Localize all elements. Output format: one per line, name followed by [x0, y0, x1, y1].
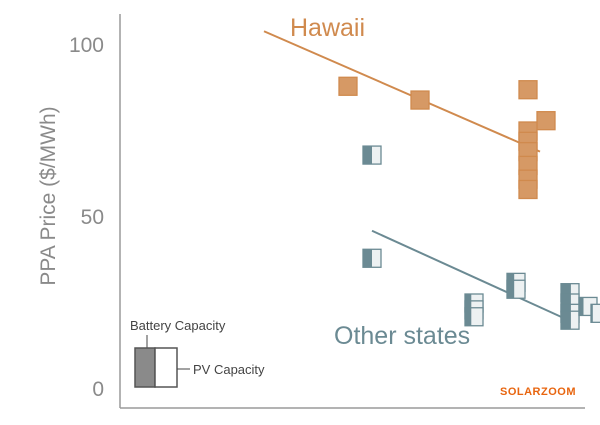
data-point: [464, 307, 484, 327]
battery-capacity-fill: [411, 91, 429, 110]
data-point: [362, 145, 382, 165]
legend-pv-label: PV Capacity: [193, 362, 265, 377]
battery-capacity-fill: [591, 304, 593, 323]
legend-battery-swatch: [134, 347, 156, 388]
y-axis-label: PPA Price ($/MWh): [37, 106, 60, 285]
data-points: [338, 76, 600, 330]
trend-lines: [263, 30, 577, 325]
data-point: [362, 248, 382, 268]
watermark: SOLARZOOM: [500, 386, 576, 398]
legend-pv-swatch: [154, 347, 178, 388]
data-point: [506, 279, 526, 299]
data-point: [536, 111, 556, 131]
legend: Battery Capacity PV Capacity: [130, 318, 265, 388]
trend-line-hawaii: [263, 30, 541, 153]
data-point: [590, 303, 600, 323]
y-tick-label: 50: [81, 206, 104, 229]
battery-capacity-fill: [507, 280, 515, 299]
battery-capacity-fill: [363, 249, 372, 268]
battery-capacity-fill: [561, 294, 571, 312]
data-point: [518, 179, 538, 200]
battery-capacity-fill: [339, 77, 357, 96]
data-point: [560, 310, 580, 330]
battery-capacity-fill: [519, 80, 537, 99]
series-label-hawaii: Hawaii: [290, 14, 365, 42]
axes: [119, 14, 585, 409]
battery-capacity-fill: [465, 307, 472, 326]
y-tick-label: 100: [69, 34, 104, 57]
battery-capacity-fill: [561, 311, 571, 330]
battery-capacity-fill: [579, 297, 584, 316]
y-tick-labels: 0 50 100: [69, 34, 104, 401]
data-point: [410, 90, 430, 110]
y-tick-label: 0: [92, 378, 104, 401]
series-label-other-states: Other states: [334, 322, 470, 350]
data-point: [338, 76, 358, 96]
legend-battery-label: Battery Capacity: [130, 318, 226, 333]
trend-line-other-states: [371, 229, 577, 325]
battery-capacity-fill: [519, 180, 537, 199]
data-point: [518, 80, 538, 100]
battery-capacity-fill: [363, 146, 372, 165]
battery-capacity-fill: [537, 111, 555, 130]
battery-capacity-fill: [561, 283, 571, 302]
